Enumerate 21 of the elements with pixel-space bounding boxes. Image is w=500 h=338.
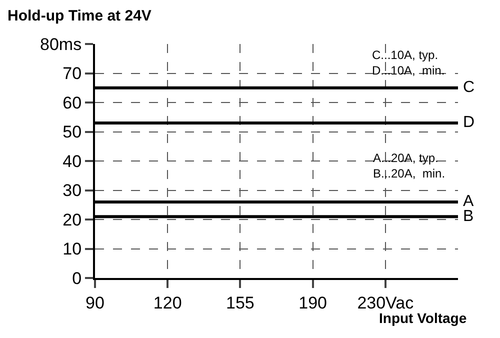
y-tick-label: 70 bbox=[62, 64, 82, 84]
chart-title: Hold-up Time at 24V bbox=[8, 8, 152, 25]
x-axis-title: Input Voltage bbox=[379, 310, 467, 326]
series-label: C bbox=[463, 79, 475, 96]
y-tick-label: 50 bbox=[62, 122, 82, 142]
annotation: C...10A, typ. D...10A, min. bbox=[372, 48, 445, 78]
y-tick-label: 40 bbox=[62, 152, 82, 171]
x-tick-label: 230Vac bbox=[357, 293, 414, 312]
y-tick-label: 60 bbox=[62, 93, 82, 112]
series-label: A bbox=[463, 193, 474, 210]
x-tick-label: 190 bbox=[298, 293, 327, 312]
y-tick-label: 80ms bbox=[40, 34, 82, 54]
y-tick-label: 30 bbox=[62, 181, 82, 200]
y-tick-label: 20 bbox=[62, 210, 82, 230]
series-label: B bbox=[463, 208, 474, 225]
x-tick-label: 155 bbox=[226, 293, 254, 312]
x-tick-label: 120 bbox=[153, 293, 182, 312]
y-tick-label: 0 bbox=[72, 268, 82, 288]
y-tick-label: 10 bbox=[62, 240, 82, 259]
x-tick-label: 90 bbox=[86, 293, 104, 312]
series-label: D bbox=[463, 114, 475, 131]
